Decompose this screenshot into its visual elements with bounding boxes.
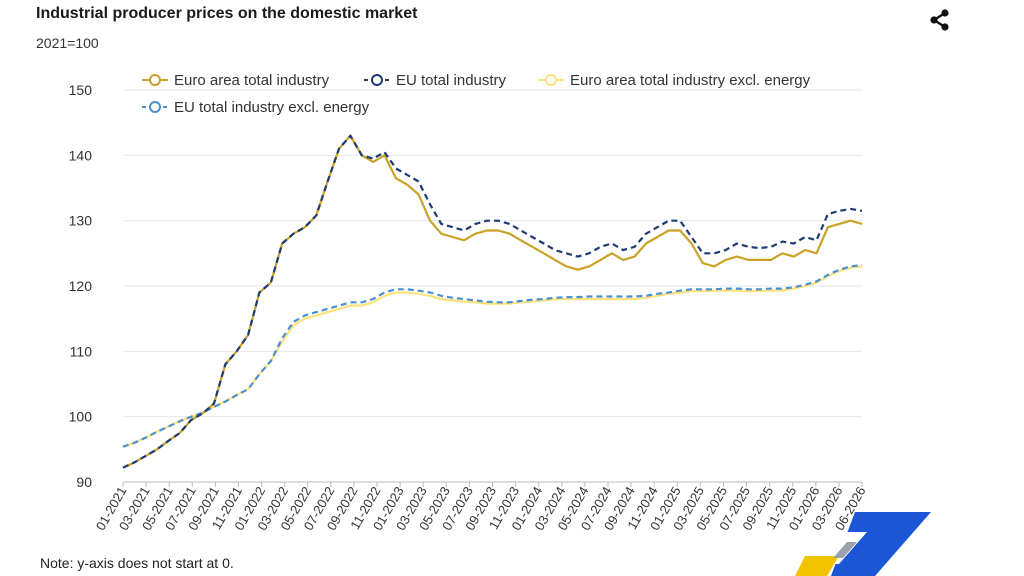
legend-label: Euro area total industry bbox=[174, 72, 330, 89]
legend: Euro area total industry EU total industr… bbox=[142, 72, 811, 116]
series-line-3 bbox=[122, 264, 863, 448]
footnote: Note: y-axis does not start at 0. bbox=[40, 555, 234, 571]
y-tick-label: 90 bbox=[76, 474, 92, 490]
share-icon[interactable] bbox=[926, 6, 954, 34]
legend-marker bbox=[371, 74, 383, 86]
series-line-2 bbox=[122, 265, 863, 448]
y-tick-label: 150 bbox=[69, 82, 93, 98]
legend-item[interactable]: Euro area total industry bbox=[142, 72, 330, 89]
series-line-0 bbox=[122, 134, 863, 469]
y-tick-label: 100 bbox=[69, 409, 93, 425]
legend-item[interactable]: Euro area total industry excl. energy bbox=[538, 72, 811, 89]
legend-marker bbox=[545, 74, 557, 86]
logo-blue-stripe bbox=[831, 512, 931, 576]
logo-grey-stripe bbox=[833, 542, 857, 558]
series-lines bbox=[122, 134, 863, 469]
legend-marker bbox=[149, 74, 161, 86]
y-tick-label: 140 bbox=[69, 147, 93, 163]
legend-item[interactable]: EU total industry bbox=[364, 72, 507, 89]
y-tick-label: 110 bbox=[70, 343, 93, 359]
legend-item[interactable]: EU total industry excl. energy bbox=[142, 99, 370, 116]
x-axis-ticks: 01-202103-202105-202107-202109-202111-20… bbox=[93, 482, 869, 533]
logo-yellow-stripe bbox=[795, 556, 839, 576]
legend-label: EU total industry excl. energy bbox=[174, 99, 370, 116]
y-tick-label: 120 bbox=[69, 278, 93, 294]
chart-title: Industrial producer prices on the domest… bbox=[36, 5, 418, 22]
grid-lines bbox=[123, 89, 862, 483]
legend-label: Euro area total industry excl. energy bbox=[570, 72, 811, 89]
legend-marker bbox=[149, 101, 161, 113]
y-axis-ticks: 90 100 110 120 130 140 150 bbox=[69, 82, 93, 490]
y-tick-label: 130 bbox=[69, 213, 93, 229]
legend-label: EU total industry bbox=[396, 72, 507, 89]
eurostat-logo bbox=[795, 512, 931, 576]
chart-subtitle: 2021=100 bbox=[36, 35, 99, 51]
